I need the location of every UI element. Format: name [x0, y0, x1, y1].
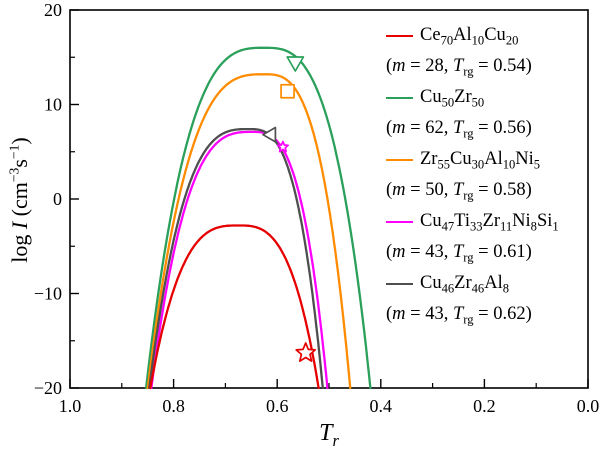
label-fragment: = 0.56): [473, 118, 532, 138]
legend-formula: Ce70Al10Cu20: [420, 25, 519, 48]
x-axis-label: Tr: [279, 416, 379, 450]
marker-star-Ce70Al10Cu20: [295, 342, 317, 362]
x-tick-label: 0.0: [577, 396, 600, 416]
label-fragment: T: [452, 56, 464, 76]
legend-formula-line: Ce70Al10Cu20: [386, 20, 559, 51]
legend-params-line: (m = 62, Trg = 0.56): [386, 113, 559, 144]
legend-line-swatch: [386, 96, 413, 99]
y-tick-label: −20: [34, 378, 62, 398]
legend-line-swatch: [386, 34, 413, 37]
label-fragment: T: [319, 420, 333, 446]
marker-triangle-down-Cu50Zr50: [286, 56, 305, 72]
legend-formula: Cu46Zr46Al8: [420, 273, 510, 296]
label-fragment: = 50,: [405, 180, 453, 200]
label-fragment: rg: [463, 126, 474, 141]
y-tick-label: 20: [44, 0, 62, 20]
label-fragment: m: [392, 304, 406, 324]
label-fragment: (: [386, 242, 393, 262]
label-fragment: rg: [463, 64, 474, 79]
label-fragment: −1: [6, 144, 22, 160]
legend-params-line: (m = 50, Trg = 0.58): [386, 175, 559, 206]
label-fragment: I: [7, 221, 32, 230]
label-fragment: rg: [463, 250, 474, 265]
legend-line-swatch: [386, 220, 413, 223]
label-fragment: r: [332, 430, 339, 450]
label-fragment: T: [452, 304, 464, 324]
legend-formula: Cu50Zr50: [420, 87, 485, 110]
series-curve-Cu47Ti33Zr11Ni8Si1: [150, 130, 329, 390]
label-fragment: (: [386, 56, 393, 76]
x-tick-label: 0.8: [162, 396, 185, 416]
legend-formula: Zr55Cu30Al10Ni5: [420, 149, 541, 172]
legend-entry-Ce70Al10Cu20: Ce70Al10Cu20 (m = 28, Trg = 0.54): [386, 20, 559, 82]
label-fragment: −3: [6, 167, 22, 183]
legend-line-swatch: [386, 158, 413, 161]
label-fragment: = 0.58): [473, 180, 532, 200]
legend-formula-line: Cu47Ti33Zr11Ni8Si1: [386, 206, 559, 237]
label-fragment: m: [392, 242, 406, 262]
legend-entry-Cu46Zr46Al8: Cu46Zr46Al8 (m = 43, Trg = 0.62): [386, 268, 559, 330]
x-tick-label: 1.0: [59, 396, 82, 416]
legend-params-line: (m = 43, Trg = 0.62): [386, 299, 559, 330]
label-fragment: (: [386, 118, 393, 138]
y-tick-label: −10: [34, 284, 62, 304]
legend-formula: Cu47Ti33Zr11Ni8Si1: [420, 211, 559, 234]
y-tick-label: 10: [44, 95, 62, 115]
marker-square-Zr55Cu30Al10Ni5: [280, 83, 295, 99]
y-tick-label: 0: [53, 189, 62, 209]
label-fragment: m: [392, 56, 406, 76]
label-fragment: = 43,: [405, 304, 453, 324]
legend: Ce70Al10Cu20 (m = 28, Trg = 0.54) Cu50Zr50…: [386, 20, 559, 330]
label-fragment: = 0.62): [473, 304, 532, 324]
legend-entry-Cu50Zr50: Cu50Zr50 (m = 62, Trg = 0.56): [386, 82, 559, 144]
label-fragment: T: [452, 242, 464, 262]
series-curve-Zr55Cu30Al10Ni5: [146, 73, 352, 390]
label-fragment: = 62,: [405, 118, 453, 138]
marker-star-Cu47Ti33Zr11Ni8Si1: [276, 140, 289, 153]
label-fragment: T: [452, 118, 464, 138]
x-tick-label: 0.6: [266, 396, 289, 416]
label-fragment: (: [386, 180, 393, 200]
label-fragment: = 43,: [405, 242, 453, 262]
x-tick-label: 0.2: [473, 396, 496, 416]
label-fragment: T: [452, 180, 464, 200]
label-fragment: log: [7, 229, 32, 263]
label-fragment: = 28,: [405, 56, 453, 76]
legend-params-line: (m = 28, Trg = 0.54): [386, 51, 559, 82]
series-curve-Cu50Zr50: [144, 46, 372, 390]
legend-line-swatch: [386, 282, 413, 285]
label-fragment: = 0.54): [473, 56, 532, 76]
legend-params-line: (m = 43, Trg = 0.61): [386, 237, 559, 268]
label-fragment: m: [392, 180, 406, 200]
label-fragment: (cm: [7, 182, 32, 222]
label-fragment: ): [7, 137, 32, 145]
legend-formula-line: Cu50Zr50: [386, 82, 559, 113]
legend-entry-Zr55Cu30Al10Ni5: Zr55Cu30Al10Ni5 (m = 50, Trg = 0.58): [386, 144, 559, 206]
label-fragment: rg: [463, 188, 474, 203]
label-fragment: = 0.61): [473, 242, 532, 262]
legend-formula-line: Zr55Cu30Al10Ni5: [386, 144, 559, 175]
label-fragment: s: [7, 159, 32, 168]
legend-formula-line: Cu46Zr46Al8: [386, 268, 559, 299]
label-fragment: (: [386, 304, 393, 324]
marker-triangle-left-Cu46Zr46Al8: [262, 126, 277, 143]
label-fragment: rg: [463, 312, 474, 327]
y-axis-label: log I (cm−3s−1): [3, 50, 37, 350]
series-curve-Cu46Zr46Al8: [148, 127, 324, 390]
series-curve-Ce70Al10Cu20: [149, 224, 320, 390]
legend-entry-Cu47Ti33Zr11Ni8Si1: Cu47Ti33Zr11Ni8Si1 (m = 43, Trg = 0.61): [386, 206, 559, 268]
x-tick-label: 0.4: [370, 396, 393, 416]
label-fragment: m: [392, 118, 406, 138]
